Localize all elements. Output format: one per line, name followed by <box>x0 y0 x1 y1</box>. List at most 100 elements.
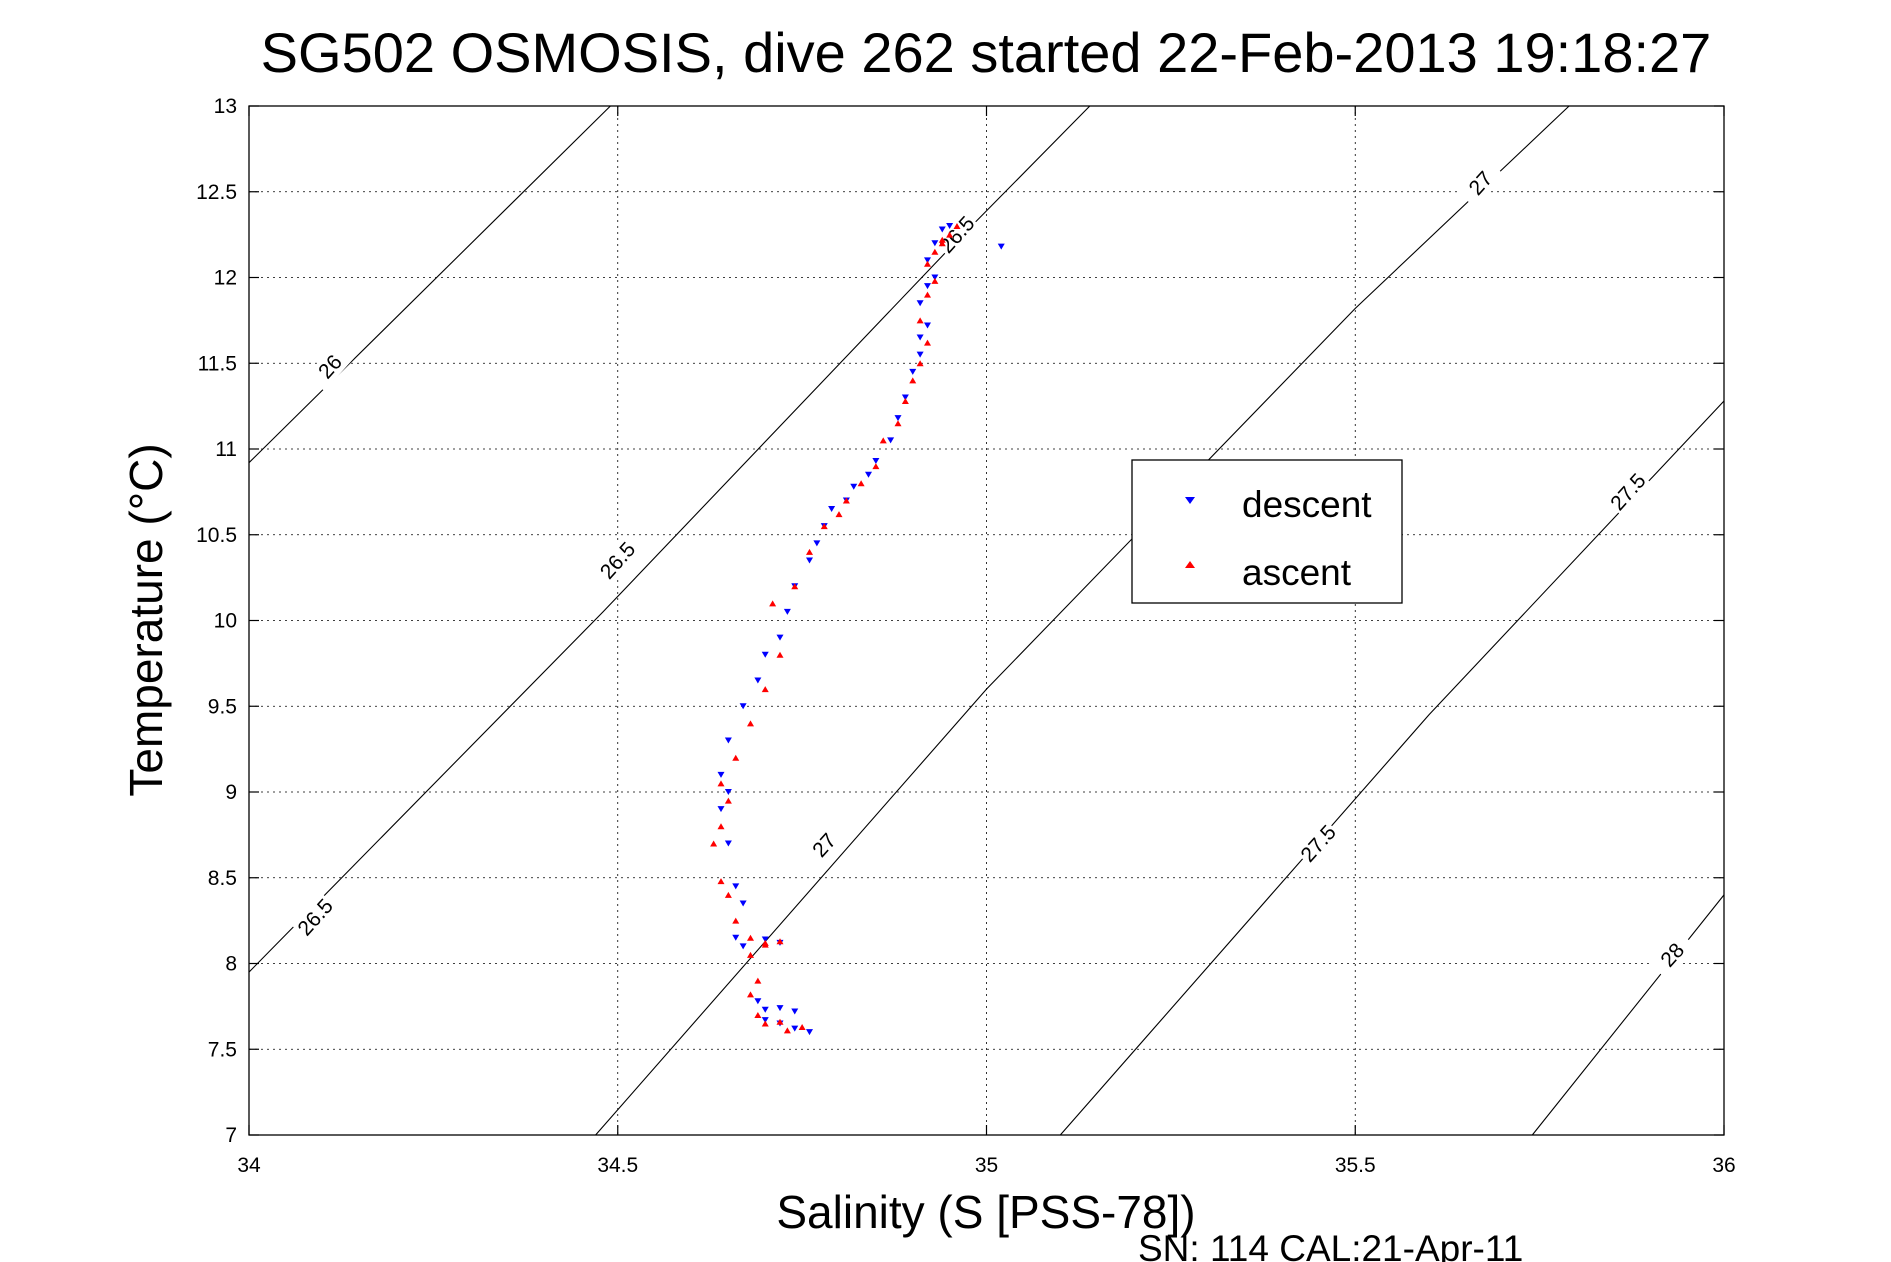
y-axis-ticks: 7 7.5 8 8.5 9 9.5 10 10.5 11 11.5 12 12.5 13 <box>196 95 1724 1147</box>
descent-point <box>813 540 821 547</box>
ascent-point <box>732 754 740 761</box>
ascent-point <box>783 1027 791 1034</box>
chart-title: SG502 OSMOSIS, dive 262 started 22-Feb-2… <box>261 21 1712 84</box>
ascent-point <box>835 511 843 518</box>
ascent-point <box>747 934 754 941</box>
ascent-point <box>717 878 725 885</box>
descent-point <box>894 415 902 422</box>
legend-box <box>1131 459 1403 604</box>
ascent-point <box>953 223 961 230</box>
ascent-point <box>879 437 887 444</box>
descent-point <box>916 351 924 358</box>
descent-point <box>791 1008 799 1015</box>
ascent-point <box>916 360 924 367</box>
descent-point <box>924 257 931 264</box>
descent-point <box>724 840 732 847</box>
ascent-point <box>872 463 880 470</box>
footer-serial-cal: SN: 114 CAL:21-Apr-11 <box>1138 1228 1523 1262</box>
ascent-point <box>776 938 784 945</box>
contour-label-bg <box>1604 467 1652 517</box>
ascent-point <box>747 951 754 958</box>
contour-label-bg <box>933 210 981 260</box>
density-contours <box>248 105 1725 1136</box>
plot-frame <box>248 105 1725 1136</box>
y-tick-label: 8.5 <box>208 867 237 890</box>
descent-point <box>739 703 747 710</box>
ascent-point <box>776 1018 784 1025</box>
ascent-point <box>806 548 813 555</box>
descent-point <box>916 300 924 307</box>
ascent-point <box>724 891 732 898</box>
x-axis-ticks: 34 34.5 35 35.5 36 <box>237 106 1736 1177</box>
y-axis-label: Temperature (°C) <box>120 443 172 796</box>
x-tick-label: 35.5 <box>1335 1154 1376 1177</box>
ascent-point <box>938 240 946 247</box>
y-tick-label: 10.5 <box>196 524 237 547</box>
ascent-point <box>916 317 924 324</box>
descent-point <box>924 322 931 329</box>
descent-point <box>739 943 747 950</box>
x-axis-label: Salinity (S [PSS-78]) <box>776 1186 1195 1238</box>
descent-point <box>806 557 813 564</box>
contour-label-bg <box>594 536 642 585</box>
contour-label-bg <box>1648 930 1697 980</box>
descent-point <box>732 883 740 890</box>
contour-label-bg <box>306 342 354 392</box>
descent-point <box>916 334 924 341</box>
ascent-point <box>938 236 946 243</box>
descent-point <box>761 936 769 943</box>
contour-line-26-5 <box>248 105 1091 973</box>
ascent-point <box>769 600 777 607</box>
descent-point <box>761 1006 769 1013</box>
y-tick-label: 12.5 <box>196 181 237 204</box>
series-descent <box>717 223 1005 1036</box>
contour-label: 26.5 <box>294 895 338 941</box>
descent-point <box>850 483 858 490</box>
series-ascent <box>710 223 961 1034</box>
descent-point <box>901 394 909 401</box>
descent-point <box>776 634 784 641</box>
descent-point <box>739 900 747 907</box>
ascent-point <box>894 420 902 427</box>
descent-point <box>828 506 836 513</box>
descent-point <box>761 1017 769 1024</box>
ascent-point <box>754 977 762 984</box>
y-tick-label: 7.5 <box>208 1038 237 1061</box>
descent-point <box>724 789 732 795</box>
contour-line-26 <box>248 105 611 464</box>
contour-label-bg <box>800 820 848 870</box>
ascent-point <box>717 780 725 787</box>
legend-label-descent: descent <box>1242 484 1372 525</box>
descent-point <box>946 223 954 230</box>
y-tick-label: 7 <box>225 1124 237 1147</box>
ascent-point <box>924 339 931 346</box>
legend-label-ascent: ascent <box>1242 552 1352 593</box>
ascent-point <box>909 377 917 384</box>
contour-label: 27.5 <box>1606 469 1650 515</box>
ascent-point <box>776 651 784 658</box>
ascent-point <box>946 231 954 238</box>
legend-marker-ascent <box>1185 561 1195 568</box>
contour-label-bg <box>1294 819 1343 868</box>
ascent-point <box>924 260 931 267</box>
ascent-point <box>931 248 939 255</box>
ascent-point <box>724 797 732 804</box>
ascent-point <box>710 840 718 847</box>
ascent-point <box>761 686 769 693</box>
descent-point <box>931 240 939 247</box>
contour-label-bg <box>1456 158 1505 208</box>
descent-point <box>717 806 725 813</box>
contour-label-bg <box>291 892 340 942</box>
x-tick-label: 35 <box>975 1154 998 1177</box>
ascent-point <box>754 1011 762 1018</box>
y-tick-label: 11.5 <box>198 352 237 375</box>
descent-point <box>997 243 1005 250</box>
descent-point <box>872 458 880 465</box>
x-tick-label: 34.5 <box>597 1154 638 1177</box>
descent-point <box>865 471 872 478</box>
y-tick-label: 13 <box>214 95 237 118</box>
ascent-point <box>747 991 754 998</box>
